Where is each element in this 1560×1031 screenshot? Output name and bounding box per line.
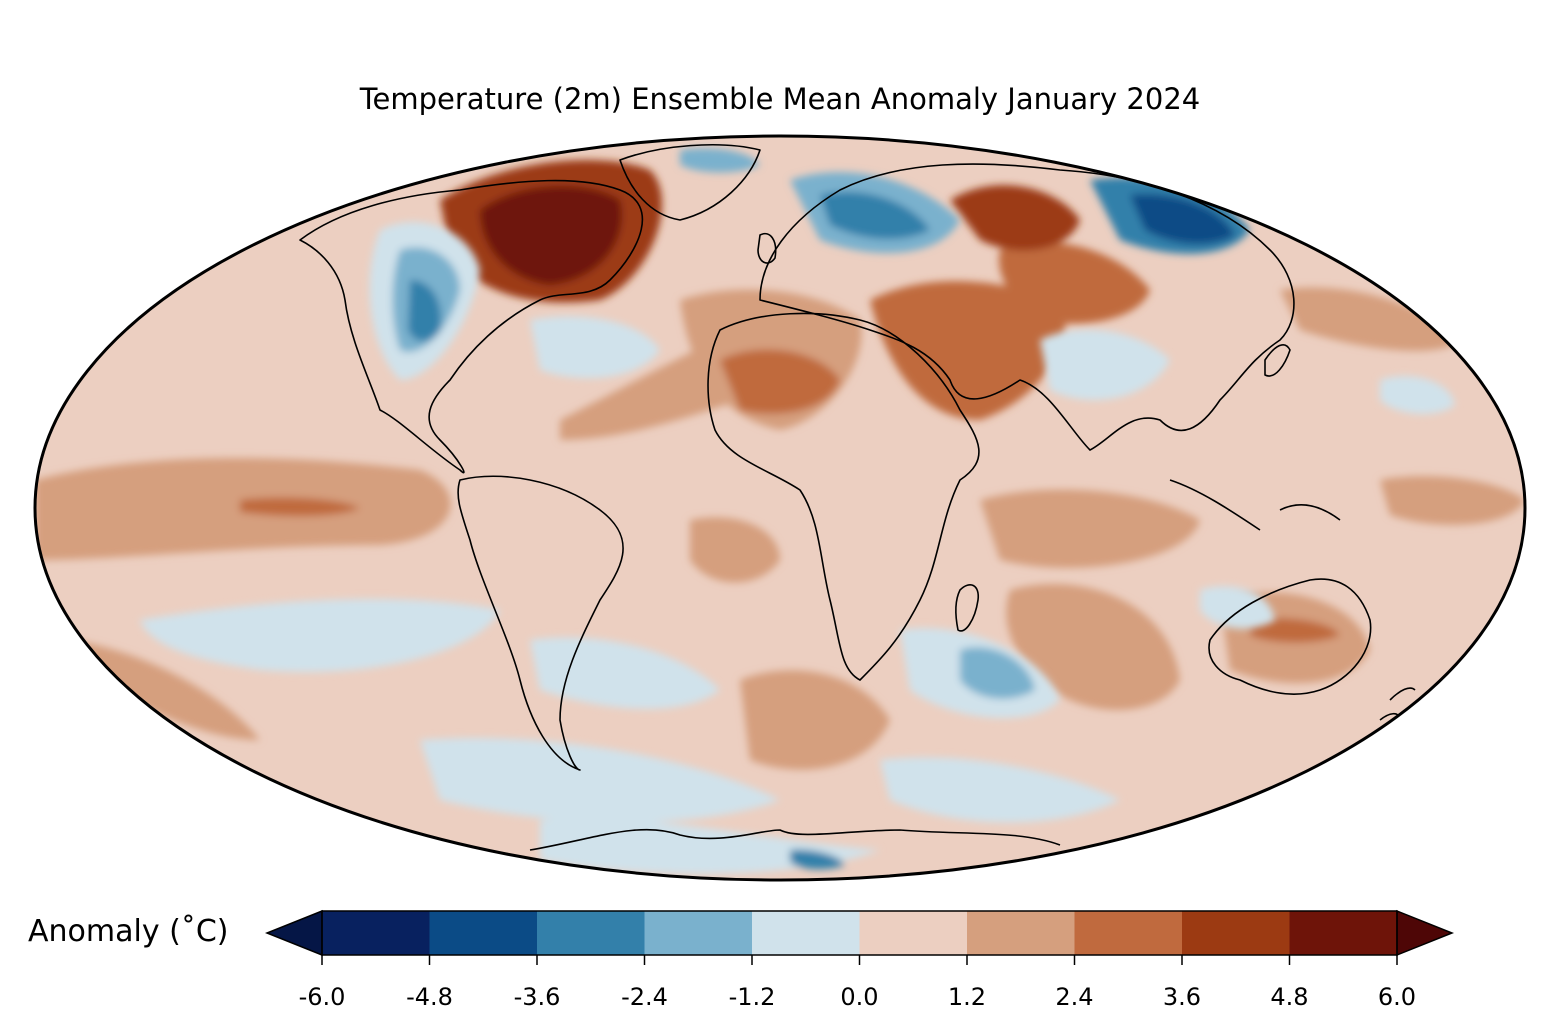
colorbar-tick-label: 4.8 — [1270, 983, 1309, 1011]
colorbar-tick-label: -1.2 — [728, 983, 776, 1011]
madagascar-outline — [955, 584, 980, 632]
indonesia-outline — [1169, 479, 1341, 531]
colorbar-label: Anomaly (˚C) — [28, 914, 229, 949]
colorbar-ticks — [321, 955, 1398, 965]
continent-outlines — [299, 144, 1416, 851]
warm-anomaly-regions — [35, 160, 1525, 770]
japan-outline — [1264, 344, 1291, 377]
colorbar-tick-label: -2.4 — [621, 983, 668, 1011]
eurasia-outline — [759, 163, 1295, 451]
colorbar-bin — [1289, 911, 1398, 955]
africa-outline — [707, 312, 980, 681]
colorbar-bin — [1074, 911, 1183, 955]
colorbar-tick-label: -3.6 — [513, 983, 561, 1011]
globe-boundary — [33, 134, 1527, 882]
colorbar-tick-label: 2.4 — [1055, 983, 1094, 1011]
map-title: Temperature (2m) Ensemble Mean Anomaly J… — [359, 82, 1201, 116]
colorbar-tick-label: -6.0 — [298, 983, 346, 1011]
colorbar-bins — [322, 911, 1398, 955]
colorbar-tick-label: 0.0 — [840, 983, 879, 1011]
colorbar-under-arrow — [264, 909, 323, 957]
colorbar-bin — [644, 911, 753, 955]
colorbar-tick-label: -4.8 — [406, 983, 453, 1011]
colorbar-over-arrow — [1396, 909, 1455, 957]
colorbar-bin — [859, 911, 968, 955]
australia-outline — [1208, 578, 1372, 695]
colorbar-tick-label: 6.0 — [1377, 983, 1417, 1011]
uk-outline — [757, 233, 777, 264]
colorbar-tick-label: 1.2 — [947, 983, 987, 1011]
colorbar-bin — [967, 911, 1075, 955]
antarctica-outline — [529, 828, 1061, 851]
colorbar-bin — [752, 911, 860, 955]
south-america-outline — [457, 475, 624, 771]
colorbar-bin — [1182, 911, 1290, 955]
north-america-outline — [299, 179, 644, 474]
colorbar-bin — [322, 911, 430, 955]
greenland-outline — [619, 144, 761, 221]
colorbar-tick-label: 3.6 — [1162, 983, 1202, 1011]
colorbar-bin — [537, 911, 645, 955]
colorbar-bin — [429, 911, 538, 955]
